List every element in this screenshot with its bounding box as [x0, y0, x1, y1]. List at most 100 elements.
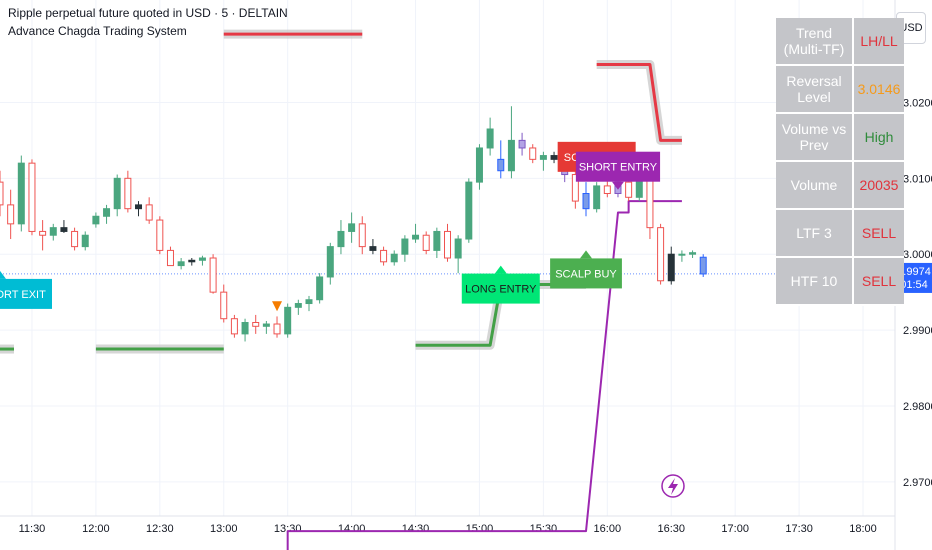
- candle: [135, 201, 143, 217]
- info-label: Volume vs Prev: [776, 114, 854, 162]
- candle-body: [539, 155, 547, 160]
- candle: [689, 250, 697, 258]
- candle-body: [39, 230, 47, 236]
- x-tick-label: 14:30: [402, 523, 430, 535]
- signal-label-text: LONG ENTRY: [465, 284, 537, 296]
- candle: [81, 231, 89, 251]
- y-tick-label: 3.0200: [903, 97, 932, 109]
- candle: [657, 223, 665, 285]
- candle-body: [625, 181, 633, 198]
- candle-body: [518, 139, 526, 149]
- trail-purple-1: [286, 200, 682, 550]
- candle: [294, 299, 302, 315]
- info-value: SELL: [854, 258, 904, 306]
- candle-body: [390, 253, 398, 263]
- signal-label-box: [461, 273, 540, 304]
- y-tick-label: 3.0000: [903, 249, 932, 261]
- candles: [0, 106, 707, 342]
- candle-body: [220, 291, 228, 320]
- signal-label-text: SCALP BUY: [555, 268, 617, 280]
- x-tick-label: 16:30: [657, 523, 685, 535]
- candle-body: [60, 227, 68, 232]
- candle: [7, 189, 15, 240]
- candle: [209, 254, 217, 294]
- candle: [103, 204, 111, 224]
- candle-body: [337, 230, 345, 248]
- candle-body: [28, 162, 36, 232]
- x-tick-label: 17:00: [721, 523, 749, 535]
- candle-body: [284, 306, 292, 335]
- candle: [145, 197, 153, 224]
- candle: [529, 144, 537, 164]
- candle: [0, 170, 4, 217]
- candle-body: [486, 128, 494, 149]
- x-tick-label: 18:00: [849, 523, 877, 535]
- candle: [166, 246, 174, 267]
- candle: [156, 216, 164, 255]
- candle-body: [358, 223, 366, 248]
- candle-body: [326, 246, 334, 278]
- indicator-name[interactable]: Advance Chagda Trading System: [8, 24, 187, 38]
- candle: [433, 227, 441, 258]
- candle: [188, 258, 196, 266]
- candle: [177, 258, 185, 270]
- lightning-icon[interactable]: [661, 474, 685, 498]
- candle-body: [444, 230, 451, 259]
- signal-label: SHORT EXIT: [0, 270, 52, 309]
- x-tick-label: 13:00: [210, 523, 238, 535]
- candle: [390, 250, 398, 266]
- x-tick-label: 15:00: [466, 523, 494, 535]
- candle-body: [657, 227, 665, 282]
- candle-body: [103, 208, 111, 217]
- candle: [465, 178, 473, 243]
- candle: [667, 246, 675, 285]
- signal-label-pointer: [494, 265, 507, 274]
- candle-body: [401, 238, 409, 255]
- candle-body: [49, 227, 57, 236]
- candle: [571, 170, 579, 209]
- candle: [273, 316, 281, 338]
- info-value: 20035: [854, 162, 904, 210]
- x-tick-label: 14:00: [338, 523, 366, 535]
- info-row: Volume 20035: [776, 162, 904, 210]
- signal-label-box: [0, 278, 52, 309]
- candle: [348, 212, 356, 243]
- candle: [326, 242, 334, 285]
- info-row: Trend (Multi-TF) LH/LL: [776, 18, 904, 66]
- candle: [444, 223, 451, 262]
- candle: [337, 220, 345, 255]
- candle: [507, 106, 515, 179]
- candle: [699, 254, 707, 277]
- candle-body: [475, 147, 483, 183]
- info-label: HTF 10: [776, 258, 854, 306]
- candle-body: [582, 193, 590, 210]
- candle-body: [412, 234, 420, 240]
- candle: [550, 151, 558, 164]
- candle-body: [241, 322, 249, 335]
- candle-body: [209, 257, 217, 293]
- candle: [422, 231, 430, 255]
- candle-body: [7, 204, 15, 225]
- candle: [358, 216, 366, 255]
- x-tick-label: 12:30: [146, 523, 174, 535]
- candle-body: [507, 139, 515, 172]
- signal-label-text: SHORT EXIT: [0, 289, 46, 301]
- candle: [92, 212, 100, 228]
- candle-body: [0, 181, 4, 206]
- candle-body: [689, 252, 697, 255]
- info-value: 3.0146: [854, 66, 904, 114]
- bar-countdown: 01:54: [900, 279, 928, 291]
- x-tick-label: 11:30: [19, 523, 46, 535]
- candle: [678, 250, 686, 262]
- candle: [60, 220, 68, 233]
- signal-arrow-down: [272, 301, 283, 312]
- candle: [475, 144, 483, 190]
- info-value: High: [854, 114, 904, 162]
- candle-body: [454, 238, 462, 259]
- signal-label: LONG ENTRY: [461, 265, 540, 304]
- candle: [582, 182, 590, 217]
- candle-body: [166, 249, 174, 267]
- candle-body: [667, 253, 675, 282]
- signal-label-box: [575, 151, 661, 182]
